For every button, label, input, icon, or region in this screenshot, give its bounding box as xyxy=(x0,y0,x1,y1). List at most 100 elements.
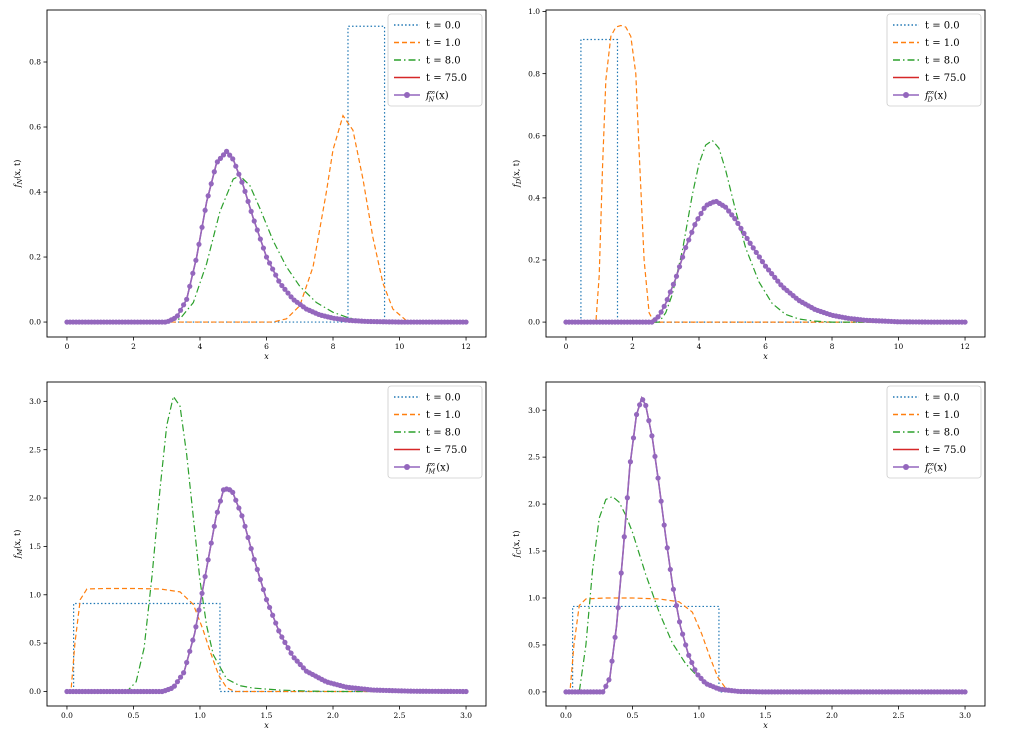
finf-marker xyxy=(270,612,276,618)
y-tick-label: 0.2 xyxy=(528,256,540,265)
x-tick-label: 8 xyxy=(331,342,336,351)
finf-marker xyxy=(667,566,673,573)
finf-marker xyxy=(187,648,193,654)
finf-marker xyxy=(202,573,208,580)
finf-marker xyxy=(288,650,294,656)
y-tick-label: 0.5 xyxy=(29,639,41,648)
finf-marker xyxy=(637,402,643,408)
y-tick-label: 3.0 xyxy=(528,406,540,415)
finf-marker xyxy=(664,545,670,551)
x-tick-label: 6 xyxy=(264,342,269,351)
finf-marker xyxy=(184,296,190,302)
finf-marker xyxy=(279,282,285,289)
x-tick-label: 0.0 xyxy=(560,711,572,720)
finf-marker xyxy=(670,281,677,287)
x-tick-label: 10 xyxy=(395,342,405,351)
x-axis-label: x xyxy=(763,352,768,361)
finf-marker xyxy=(233,163,239,169)
finf-marker xyxy=(196,241,202,247)
finf-marker xyxy=(609,658,615,664)
plot-area xyxy=(64,25,469,325)
finf-marker xyxy=(686,652,692,658)
finf-marker xyxy=(254,227,260,233)
x-tick-label: 12 xyxy=(461,342,471,351)
legend: t = 0.0 t = 1.0 t = 8.0 t = 75.0 f∞ D(x) xyxy=(886,13,982,107)
x-tick-label: 4 xyxy=(198,342,203,351)
finf-marker xyxy=(294,658,300,664)
finf-marker xyxy=(692,667,698,673)
finf-marker xyxy=(248,546,254,552)
y-tick-label: 0.6 xyxy=(528,131,540,140)
legend-label: t = 1.0 xyxy=(925,38,960,49)
finf-marker xyxy=(661,303,667,309)
finf-marker xyxy=(273,272,279,278)
x-tick-label: 2.0 xyxy=(826,711,838,720)
finf-marker xyxy=(282,639,288,645)
x-tick-label: 2 xyxy=(630,342,635,351)
plot-area xyxy=(563,24,968,325)
finf-marker xyxy=(606,677,612,683)
x-tick-label: 3.0 xyxy=(959,711,971,720)
y-tick-label: 2.0 xyxy=(528,500,540,509)
finf-marker xyxy=(759,259,766,265)
finf-marker xyxy=(726,208,732,214)
y-tick-label: 0.0 xyxy=(29,687,41,696)
finf-marker xyxy=(174,679,181,685)
finf-marker xyxy=(199,224,205,230)
x-tick-label: 1.0 xyxy=(194,711,206,720)
finf-marker xyxy=(689,659,695,666)
finf-marker xyxy=(658,309,664,315)
y-tick-label: 0.4 xyxy=(29,188,41,197)
finf-marker xyxy=(701,205,707,211)
y-tick-label: 0.0 xyxy=(528,318,540,327)
finf-marker xyxy=(251,218,257,224)
x-tick-label: 1.5 xyxy=(261,711,273,720)
chart-panel-C: 0.0 0.5 1.0 1.5 2.0 2.5 3.0 0.0 0.5 1.0 1.5 2.0 2.5 3… xyxy=(512,381,986,730)
finf-marker xyxy=(251,556,257,563)
finf-marker xyxy=(621,534,627,540)
y-axis-label: fD(x, t) xyxy=(512,160,523,188)
y-tick-label: 0.0 xyxy=(29,318,41,327)
legend: t = 0.0 t = 1.0 t = 8.0 t = 75.0 f∞ C(x) xyxy=(886,385,982,479)
finf-marker xyxy=(649,433,655,439)
series-line-solid xyxy=(565,200,966,323)
finf-marker xyxy=(463,319,469,325)
finf-marker xyxy=(741,230,747,237)
finf-marker xyxy=(762,263,769,269)
finf-marker xyxy=(177,674,184,680)
finf-marker xyxy=(624,495,630,501)
finf-marker xyxy=(683,642,689,648)
finf-marker xyxy=(190,637,196,643)
finf-marker xyxy=(208,181,214,187)
chart-panel-M: 0.0 0.5 1.0 1.5 2.0 2.5 3.0 0.0 0.5 1.0 1.5 2.0 2.5 3… xyxy=(13,381,487,730)
finf-marker xyxy=(266,260,273,266)
finf-marker xyxy=(217,498,224,504)
finf-marker xyxy=(211,523,217,529)
y-tick-label: 1.0 xyxy=(528,7,540,16)
legend-label: t = 75.0 xyxy=(925,445,966,456)
y-tick-label: 0.5 xyxy=(528,641,540,650)
y-tick-label: 2.5 xyxy=(528,453,540,462)
y-tick-label: 0.2 xyxy=(29,253,41,262)
finf-marker xyxy=(190,270,196,276)
finf-marker xyxy=(695,216,701,222)
series-line-dotted xyxy=(66,602,467,693)
legend-label: t = 75.0 xyxy=(426,445,467,456)
finf-marker xyxy=(618,570,624,576)
legend-label: t = 0.0 xyxy=(426,21,461,32)
finf-marker xyxy=(652,453,658,460)
legend-marker xyxy=(404,92,410,98)
y-axis-label: fN(x, t) xyxy=(13,160,24,189)
finf-marker xyxy=(285,290,291,296)
finf-marker xyxy=(205,557,211,563)
finf-marker xyxy=(630,435,637,441)
x-tick-label: 2.5 xyxy=(893,711,905,720)
legend-label: t = 1.0 xyxy=(426,410,461,421)
finf-marker xyxy=(667,289,673,295)
finf-marker xyxy=(633,411,640,418)
finf-marker xyxy=(276,278,282,284)
finf-marker xyxy=(177,307,184,313)
finf-marker xyxy=(732,216,738,222)
legend-box xyxy=(886,13,982,107)
finf-marker xyxy=(171,683,177,689)
